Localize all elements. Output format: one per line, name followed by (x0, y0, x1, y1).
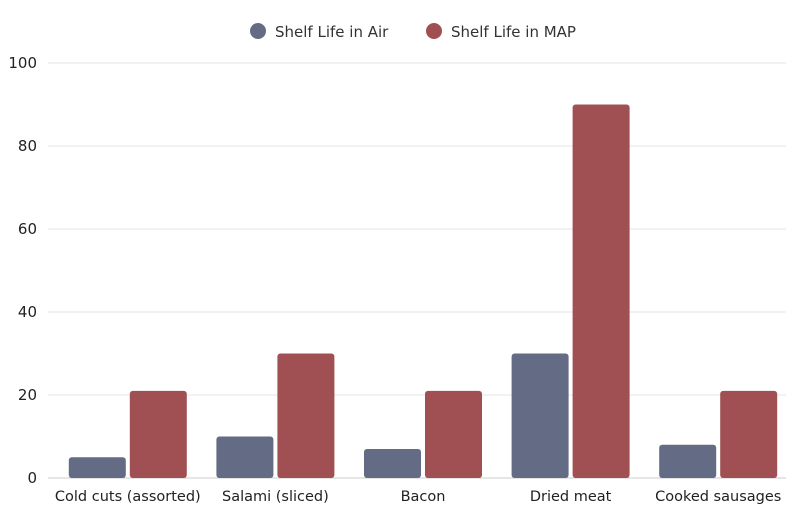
bar-air-1 (216, 436, 274, 478)
legend-marker-air (250, 23, 266, 39)
x-tick-label: Cold cuts (assorted) (55, 489, 201, 505)
bar-air-0 (68, 457, 126, 478)
x-tick-label: Cooked sausages (655, 489, 781, 505)
bar-air-3 (511, 353, 569, 478)
bars (68, 104, 778, 478)
y-tick-label: 20 (18, 386, 37, 404)
legend: Shelf Life in Air Shelf Life in MAP (250, 23, 576, 41)
x-tick-label: Dried meat (530, 489, 612, 505)
bar-map-4 (720, 390, 778, 478)
y-tick-label: 100 (8, 54, 37, 72)
y-axis-ticks: 0 20 40 60 80 100 (8, 54, 37, 487)
bar-map-2 (425, 390, 482, 478)
x-axis-labels: Cold cuts (assorted) Salami (sliced) Bacon… (55, 489, 781, 505)
y-tick-label: 80 (18, 137, 37, 155)
x-tick-label: Bacon (401, 489, 446, 505)
legend-label-map: Shelf Life in MAP (451, 23, 576, 41)
legend-label-air: Shelf Life in Air (275, 23, 389, 41)
y-tick-label: 60 (18, 220, 37, 238)
legend-marker-map (426, 23, 442, 39)
x-tick-label: Salami (sliced) (222, 489, 329, 505)
bar-air-4 (659, 444, 717, 478)
y-tick-label: 40 (18, 303, 37, 321)
y-tick-label: 0 (27, 469, 37, 487)
bar-map-3 (572, 104, 630, 478)
bar-map-0 (129, 390, 187, 478)
bar-map-1 (277, 353, 335, 478)
bar-air-2 (364, 448, 421, 478)
